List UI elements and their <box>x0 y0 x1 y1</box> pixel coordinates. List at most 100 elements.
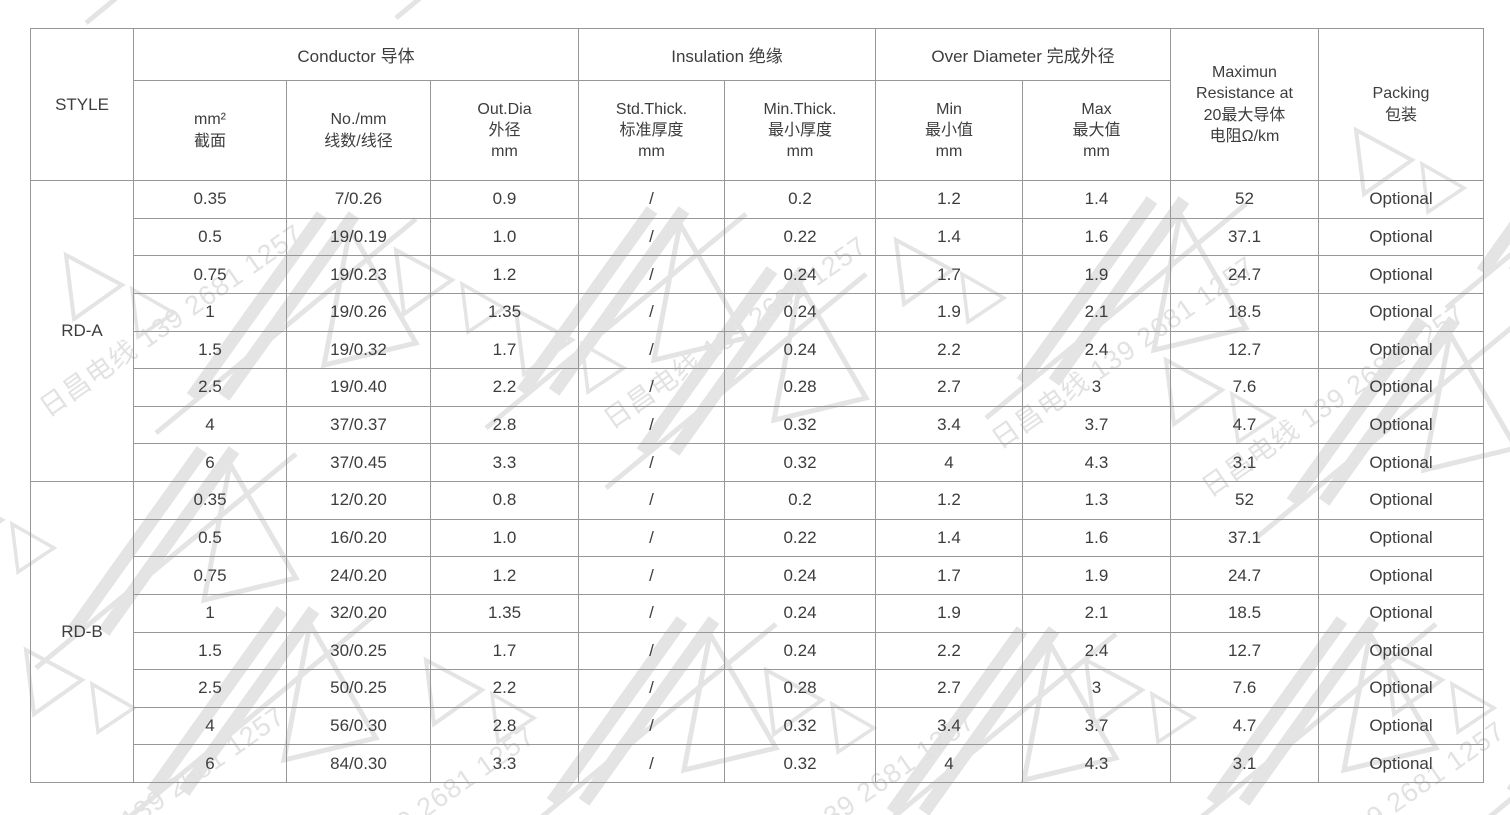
table-cell: 3.3 <box>430 744 579 783</box>
style-group-label: RD-B <box>30 481 134 783</box>
header-style: STYLE <box>30 28 134 181</box>
table-cell: 2.2 <box>430 368 579 407</box>
header-row-sub: mm² 截面 No./mm 线数/线径 Out.Dia 外径 mm Std.Th… <box>31 80 1484 181</box>
table-cell: 1 <box>133 593 287 633</box>
table-cell: 3.4 <box>875 405 1023 445</box>
table-cell: 37/0.37 <box>286 405 431 445</box>
table-row: 4 37/0.37 2.8/0.32 3.4 3.7 4.7 Optional <box>31 405 1484 445</box>
table-cell: 1.7 <box>430 330 579 370</box>
table-cell: 0.32 <box>724 405 876 445</box>
table-cell: 37.1 <box>1170 518 1319 558</box>
table-cell: 0.22 <box>724 217 876 257</box>
table-cell: 0.32 <box>724 706 876 746</box>
table-cell: 0.5 <box>133 217 287 257</box>
table-row: 1.5 30/0.25 1.7/0.24 2.2 2.4 12.7 Optional <box>31 631 1484 671</box>
table-cell: Optional <box>1318 631 1484 671</box>
table-cell: 1.4 <box>875 217 1023 257</box>
table-cell: 4 <box>133 706 287 746</box>
table-cell: 0.75 <box>133 556 287 595</box>
table-cell: 0.35 <box>133 481 287 520</box>
table-cell: / <box>578 443 725 482</box>
table-cell: Optional <box>1318 405 1484 445</box>
table-cell: Optional <box>1318 443 1484 482</box>
header-no-mm: No./mm 线数/线径 <box>286 80 431 181</box>
table-cell: 2.8 <box>430 706 579 746</box>
table-cell: 0.24 <box>724 593 876 633</box>
table-cell: 1.2 <box>875 481 1023 520</box>
table-cell: / <box>578 405 725 445</box>
table-cell: 3.3 <box>430 443 579 482</box>
table-cell: 19/0.40 <box>286 368 431 407</box>
header-mm2: mm² 截面 <box>133 80 287 181</box>
table-cell: 1.5 <box>133 330 287 370</box>
table-cell: / <box>578 669 725 708</box>
table-cell: 1 <box>133 292 287 332</box>
table-cell: Optional <box>1318 481 1484 520</box>
table-cell: 1.35 <box>430 593 579 633</box>
table-cell: Optional <box>1318 518 1484 558</box>
table-cell: / <box>578 217 725 257</box>
table-cell: 1.0 <box>430 217 579 257</box>
table-cell: 18.5 <box>1170 292 1319 332</box>
table-cell: 2.2 <box>430 669 579 708</box>
table-row: 1 19/0.26 1.35/0.24 1.9 2.1 18.5 Optional <box>31 292 1484 332</box>
watermark-logo-icon <box>306 0 656 18</box>
table-cell: 0.24 <box>724 292 876 332</box>
header-out-dia: Out.Dia 外径 mm <box>430 80 579 181</box>
table-cell: / <box>578 556 725 595</box>
table-cell: 16/0.20 <box>286 518 431 558</box>
table-cell: 1.2 <box>430 556 579 595</box>
table-cell: Optional <box>1318 556 1484 595</box>
table-row: 0.75 19/0.23 1.2/0.24 1.7 1.9 24.7 Optional <box>31 255 1484 294</box>
table-row: 2.5 19/0.40 2.2/0.28 2.7 3 7.6 Optional <box>31 368 1484 407</box>
table-cell: Optional <box>1318 180 1484 219</box>
table-cell: 7.6 <box>1170 368 1319 407</box>
table-cell: Optional <box>1318 706 1484 746</box>
table-cell: Optional <box>1318 669 1484 708</box>
style-group-label: RD-A <box>30 180 134 482</box>
table-cell: 24.7 <box>1170 556 1319 595</box>
table-cell: 1.7 <box>430 631 579 671</box>
table-cell: 24/0.20 <box>286 556 431 595</box>
table-cell: 1.2 <box>430 255 579 294</box>
table-cell: 0.2 <box>724 180 876 219</box>
header-over-diameter-group: Over Diameter 完成外径 <box>875 28 1171 81</box>
table-cell: 0.24 <box>724 631 876 671</box>
table-cell: 2.2 <box>875 631 1023 671</box>
table-body: RD-A 0.35 7/0.26 0.9/0.2 1.2 1.4 52 Optional 0.5… <box>30 180 1484 783</box>
table-cell: 1.6 <box>1022 217 1171 257</box>
table-cell: 0.35 <box>133 180 287 219</box>
table-row: 6 37/0.45 3.3/0.32 4 4.3 3.1 Optional <box>31 443 1484 482</box>
table-cell: 1.9 <box>1022 556 1171 595</box>
table-cell: 1.5 <box>133 631 287 671</box>
table-cell: 0.75 <box>133 255 287 294</box>
table-cell: 1.7 <box>875 255 1023 294</box>
table-row: 0.75 24/0.20 1.2/0.24 1.7 1.9 24.7 Optional <box>31 556 1484 595</box>
table-row: RD-A 0.35 7/0.26 0.9/0.2 1.2 1.4 52 Optional <box>30 180 1484 482</box>
table-cell: 3.7 <box>1022 706 1171 746</box>
table-cell: 2.7 <box>875 368 1023 407</box>
table-cell: Optional <box>1318 292 1484 332</box>
header-min-thick: Min.Thick. 最小厚度 mm <box>724 80 876 181</box>
table-cell: 0.2 <box>724 481 876 520</box>
table-cell: / <box>578 744 725 783</box>
table-cell: 3.1 <box>1170 744 1319 783</box>
table-cell: 2.2 <box>875 330 1023 370</box>
table-cell: 12/0.20 <box>286 481 431 520</box>
table-cell: 1.9 <box>875 292 1023 332</box>
table-cell: Optional <box>1318 217 1484 257</box>
table-cell: 4.7 <box>1170 405 1319 445</box>
table-cell: 30/0.25 <box>286 631 431 671</box>
table-cell: 7.6 <box>1170 669 1319 708</box>
table-cell: 1.2 <box>875 180 1023 219</box>
table-cell: 0.24 <box>724 255 876 294</box>
table-cell: 0.5 <box>133 518 287 558</box>
table-row: 6 84/0.30 3.3/0.32 4 4.3 3.1 Optional <box>31 744 1484 783</box>
table-cell: 1.0 <box>430 518 579 558</box>
table-cell: / <box>578 330 725 370</box>
table-cell: 19/0.26 <box>286 292 431 332</box>
table-row: 0.5 19/0.19 1.0/0.22 1.4 1.6 37.1 Optional <box>31 217 1484 257</box>
table-row: 0.5 16/0.20 1.0/0.22 1.4 1.6 37.1 Optional <box>31 518 1484 558</box>
table-cell: 4 <box>875 443 1023 482</box>
table-cell: Optional <box>1318 368 1484 407</box>
